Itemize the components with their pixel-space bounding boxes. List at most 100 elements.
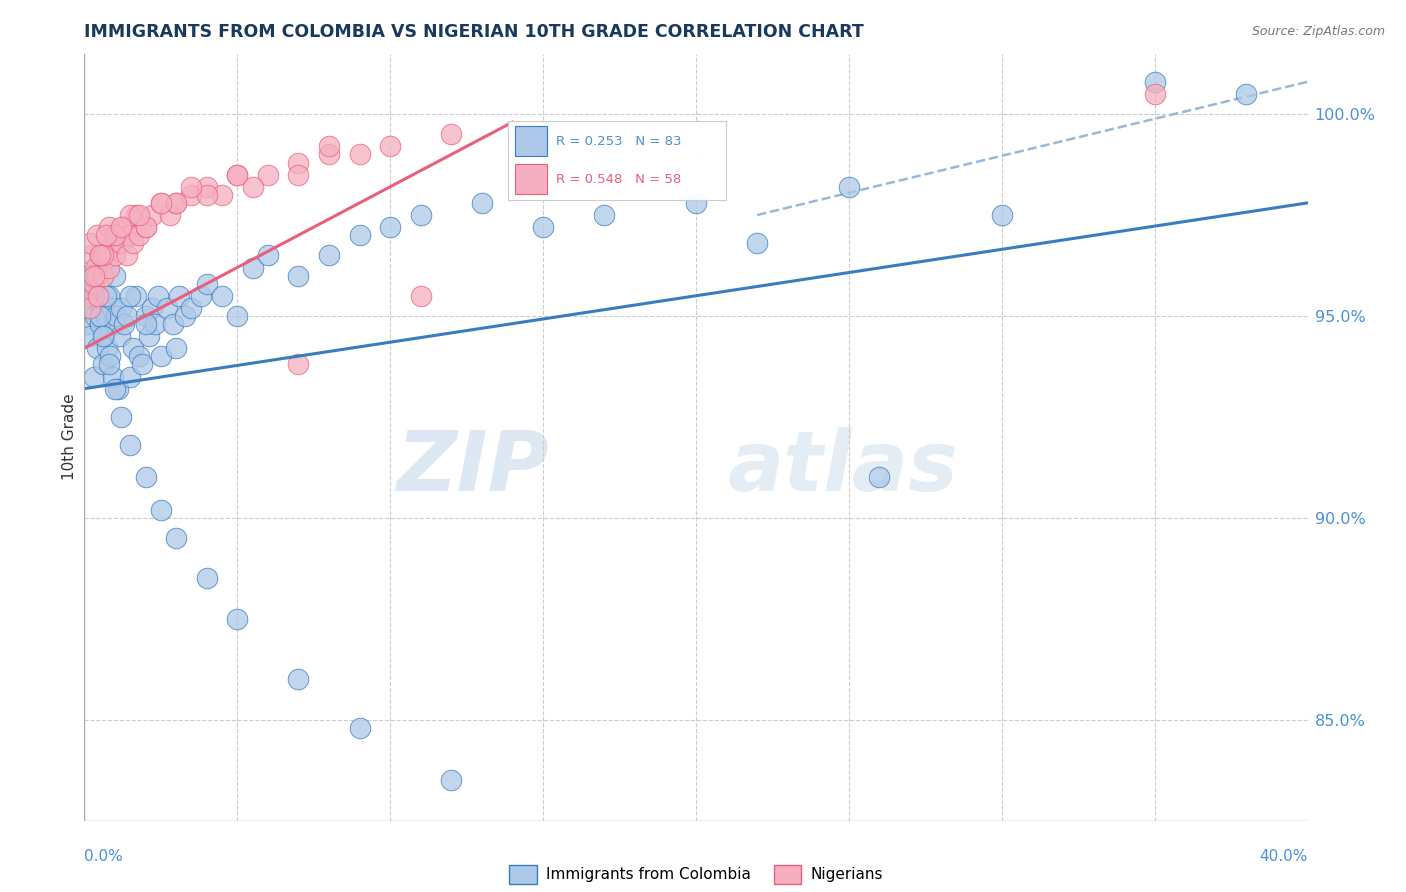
Point [211, 187, 233, 202]
Point [80, 277, 103, 291]
Point [89, 309, 111, 323]
Point [122, 341, 145, 355]
Point [84, 309, 107, 323]
Point [141, 208, 163, 222]
Point [135, 220, 157, 235]
Point [149, 349, 172, 363]
Point [93, 329, 115, 343]
Point [97, 358, 120, 372]
Point [76, 277, 98, 291]
Legend: Immigrants from Colombia, Nigerians: Immigrants from Colombia, Nigerians [503, 859, 889, 890]
Point [104, 268, 127, 283]
Point [226, 168, 249, 182]
Point [380, 139, 402, 153]
Point [87, 289, 110, 303]
Point [190, 289, 212, 303]
Point [141, 301, 163, 315]
Point [162, 317, 184, 331]
Point [257, 168, 280, 182]
Point [195, 179, 218, 194]
Point [89, 248, 111, 262]
Point [242, 260, 264, 275]
Point [108, 329, 131, 343]
Point [287, 673, 309, 687]
Point [120, 228, 142, 243]
Point [79, 236, 101, 251]
Point [104, 248, 127, 262]
Point [180, 179, 202, 194]
Text: 40.0%: 40.0% [1260, 849, 1308, 864]
Point [180, 187, 202, 202]
Point [409, 289, 432, 303]
Point [104, 228, 127, 243]
Text: 0.0%: 0.0% [84, 849, 124, 864]
Point [167, 289, 190, 303]
Point [89, 317, 111, 331]
Point [135, 470, 157, 484]
Point [112, 220, 135, 235]
Point [747, 236, 769, 251]
Point [110, 236, 132, 251]
Point [318, 248, 340, 262]
Point [138, 329, 160, 343]
Point [91, 268, 114, 283]
Point [257, 248, 280, 262]
Text: atlas: atlas [727, 427, 957, 508]
Point [143, 317, 166, 331]
Point [120, 369, 142, 384]
Point [120, 289, 142, 303]
Point [593, 208, 616, 222]
Text: ZIP: ZIP [396, 427, 550, 508]
Point [91, 329, 114, 343]
Point [79, 301, 101, 315]
Point [149, 195, 172, 210]
Point [287, 268, 309, 283]
Point [77, 268, 100, 283]
Point [120, 438, 142, 452]
Point [1143, 75, 1166, 89]
Point [685, 195, 707, 210]
Point [128, 208, 150, 222]
Point [146, 289, 169, 303]
Point [531, 220, 554, 235]
Point [83, 289, 105, 303]
Point [76, 289, 98, 303]
Point [128, 349, 150, 363]
Point [149, 195, 172, 210]
Point [180, 301, 202, 315]
Point [101, 301, 124, 315]
Point [94, 228, 117, 243]
Point [90, 301, 112, 315]
Point [89, 248, 111, 262]
Point [80, 248, 103, 262]
Text: IMMIGRANTS FROM COLOMBIA VS NIGERIAN 10TH GRADE CORRELATION CHART: IMMIGRANTS FROM COLOMBIA VS NIGERIAN 10T… [84, 23, 865, 41]
Point [104, 317, 127, 331]
Point [1236, 87, 1258, 101]
FancyBboxPatch shape [515, 164, 547, 194]
Point [471, 195, 494, 210]
Point [98, 349, 121, 363]
Point [135, 317, 157, 331]
Point [380, 220, 402, 235]
Point [991, 208, 1014, 222]
Point [104, 382, 127, 396]
Y-axis label: 10th Grade: 10th Grade [62, 393, 77, 481]
Point [440, 773, 463, 788]
Point [77, 301, 100, 315]
Point [94, 289, 117, 303]
Point [97, 220, 120, 235]
Point [125, 289, 148, 303]
Point [135, 220, 157, 235]
Point [115, 248, 138, 262]
Point [96, 341, 118, 355]
Point [149, 502, 172, 516]
Point [79, 329, 101, 343]
Point [86, 228, 108, 243]
Point [83, 277, 105, 291]
Point [242, 179, 264, 194]
Point [195, 571, 218, 585]
Point [110, 301, 132, 315]
Point [838, 179, 860, 194]
Point [86, 268, 108, 283]
Point [226, 309, 249, 323]
